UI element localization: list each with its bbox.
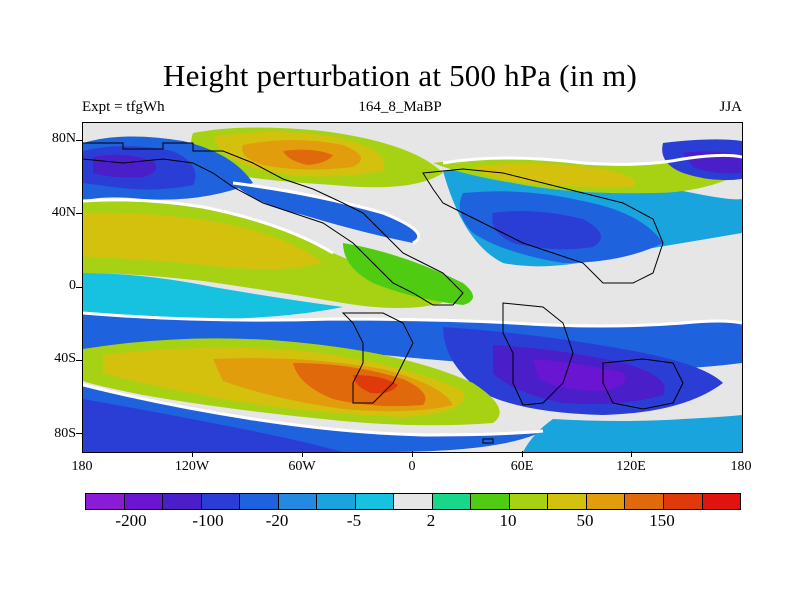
contour-nh-band-central	[233, 183, 419, 243]
plot-title: Height perturbation at 500 hPa (in m)	[162, 58, 638, 93]
contour-nh-trough-east-peak	[492, 211, 601, 250]
colorbar-label: 50	[576, 511, 594, 530]
colorbar-swatch-10	[471, 494, 510, 509]
colorbar-swatch-12	[548, 494, 587, 509]
colorbar-swatch-9	[432, 494, 472, 509]
lon-tickmark	[631, 451, 632, 457]
colorbar-swatch-8	[394, 494, 433, 509]
colorbar-label: -100	[192, 511, 224, 530]
colorbar-label: -20	[265, 511, 289, 530]
lon-tick-120E: 120E	[616, 459, 646, 474]
colorbar-swatch-4	[240, 494, 279, 509]
lon-tick-60W: 60W	[288, 459, 316, 474]
colorbar-swatch-14	[625, 494, 664, 509]
season-label: JJA	[719, 99, 742, 115]
colorbar-swatch-3	[201, 494, 241, 509]
lat-tickmark	[76, 213, 82, 214]
lat-tick-40N: 40N	[51, 205, 76, 220]
contour-nh-ridge-darkorange	[283, 149, 333, 165]
colorbar-swatch-6	[317, 494, 356, 509]
contour-ne-yellow	[473, 163, 635, 188]
contour-map	[83, 123, 742, 452]
colorbar-swatch-15	[663, 494, 703, 509]
colorbar-swatch-13	[586, 494, 626, 509]
lon-tick-180w: 180	[71, 459, 93, 474]
lon-tickmark	[412, 451, 413, 457]
lon-tickmark	[192, 451, 193, 457]
coastlines	[83, 142, 684, 444]
colorbar-swatch-5	[278, 494, 318, 509]
colorbar-swatch-1	[124, 494, 164, 509]
colorbar-swatch-2	[163, 494, 202, 509]
contour-sh-polar-core	[83, 399, 343, 452]
colorbar-label: 2	[426, 511, 436, 530]
lat-tick-40S: 40S	[54, 351, 76, 366]
lon-tickmark	[522, 451, 523, 457]
contour-eq-cyan	[83, 273, 343, 319]
lon-tick-60E: 60E	[510, 459, 534, 474]
colorbar-swatch-11	[509, 494, 549, 509]
lat-tick-80N: 80N	[51, 131, 76, 146]
lon-tick-180e: 180	[730, 459, 752, 474]
map-panel	[82, 122, 743, 453]
lon-tick-0: 0	[408, 459, 416, 474]
colorbar-label: 150	[649, 511, 675, 530]
colorbar	[85, 493, 741, 510]
period-label: 164_8_MaBP	[358, 99, 442, 115]
colorbar-swatch-16	[702, 494, 741, 509]
lat-tickmark	[76, 360, 82, 361]
colorbar-label: -200	[115, 511, 147, 530]
contour-tropical-atlantic	[343, 243, 473, 305]
contour-nh-trough-west-peak	[93, 154, 157, 178]
lat-tickmark	[76, 287, 82, 288]
colorbar-swatch-7	[355, 494, 395, 509]
lat-tickmark	[76, 433, 82, 434]
lat-tick-0: 0	[69, 278, 76, 293]
colorbar-label: 10	[499, 511, 517, 530]
lat-tick-80S: 80S	[54, 426, 76, 441]
colorbar-swatch-0	[86, 494, 125, 509]
zero-contour-lines	[83, 153, 742, 437]
experiment-label: Expt = tfgWh	[82, 99, 165, 115]
lon-tick-120W: 120W	[174, 459, 210, 474]
colorbar-label: -5	[346, 511, 362, 530]
contour-sh-trough-east-peak	[533, 359, 626, 391]
lat-tickmark	[76, 140, 82, 141]
lon-tickmark	[302, 451, 303, 457]
contour-tropical-yellow	[83, 212, 323, 270]
contour-sh-polar-east	[523, 415, 742, 452]
